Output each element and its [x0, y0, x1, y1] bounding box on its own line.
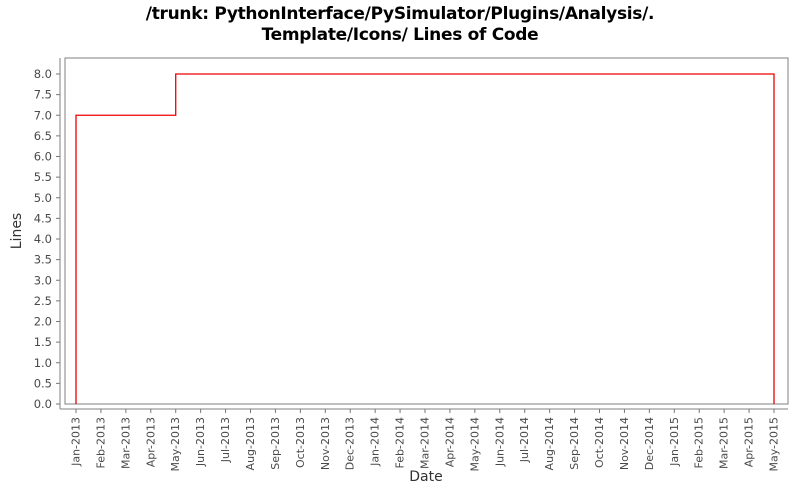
chart-title-line1: /trunk: PythonInterface/PySimulator/Plug…	[145, 4, 655, 24]
x-tick-label: Jan-2015	[668, 417, 681, 467]
x-tick-label: Jul-2014	[518, 417, 531, 463]
y-tick-label: 8.0	[34, 67, 52, 81]
plot-frame	[64, 57, 789, 405]
y-tick-label: 2.0	[34, 315, 52, 329]
y-tick-label: 3.0	[34, 273, 52, 287]
x-tick-label: Jan-2013	[70, 417, 83, 467]
y-tick-label: 2.5	[34, 294, 52, 308]
x-tick-label: Feb-2014	[394, 417, 407, 468]
y-tick-label: 6.5	[34, 129, 52, 143]
y-tick-label: 7.0	[34, 108, 52, 122]
x-tick-label: Sep-2013	[269, 417, 282, 470]
x-tick-label: Oct-2013	[294, 417, 307, 468]
x-tick-label: Jun-2014	[493, 417, 506, 467]
x-tick-label: Mar-2015	[718, 417, 731, 469]
x-tick-label: Aug-2013	[244, 417, 257, 470]
x-tick-label: Oct-2014	[593, 417, 606, 468]
y-tick-label: 1.5	[34, 335, 52, 349]
chart-title: /trunk: PythonInterface/PySimulator/Plug…	[0, 4, 800, 46]
x-tick-label: Dec-2013	[344, 417, 357, 470]
x-tick-label: Aug-2014	[543, 417, 556, 470]
x-tick-label: May-2015	[768, 417, 781, 472]
x-tick-label: Mar-2014	[419, 417, 432, 469]
y-tick-label: 0.0	[34, 397, 52, 411]
y-tick-label: 0.5	[34, 376, 52, 390]
x-tick-label: May-2014	[468, 417, 481, 472]
series-step-line-lines-of-code	[75, 73, 775, 404]
y-tick-label: 3.5	[34, 253, 52, 267]
x-tick-label: May-2013	[169, 417, 182, 472]
x-tick-label: Jan-2014	[369, 417, 382, 467]
x-tick-label: Nov-2013	[319, 417, 332, 470]
x-tick-label: Dec-2014	[643, 417, 656, 470]
y-tick-label: 1.0	[34, 356, 52, 370]
x-tick-label: Apr-2014	[443, 417, 456, 467]
x-tick-label: Jun-2013	[194, 417, 207, 467]
x-tick-label: Apr-2013	[144, 417, 157, 467]
x-axis-title: Date	[409, 469, 443, 485]
x-tick-label: Feb-2015	[693, 417, 706, 468]
x-tick-label: Jul-2013	[219, 417, 232, 463]
y-tick-label: 5.0	[34, 191, 52, 205]
y-tick-label: 6.0	[34, 150, 52, 164]
y-tick-label: 4.5	[34, 211, 52, 225]
y-tick-label: 4.0	[34, 232, 52, 246]
x-tick-label: Feb-2013	[94, 417, 107, 468]
x-tick-label: Apr-2015	[743, 417, 756, 467]
x-tick-label: Nov-2014	[618, 417, 631, 470]
y-tick-label: 7.5	[34, 88, 52, 102]
x-tick-label: Mar-2013	[119, 417, 132, 469]
chart-title-line2: Template/Icons/ Lines of Code	[261, 25, 539, 45]
y-tick-label: 5.5	[34, 170, 52, 184]
x-tick-label: Sep-2014	[568, 417, 581, 470]
